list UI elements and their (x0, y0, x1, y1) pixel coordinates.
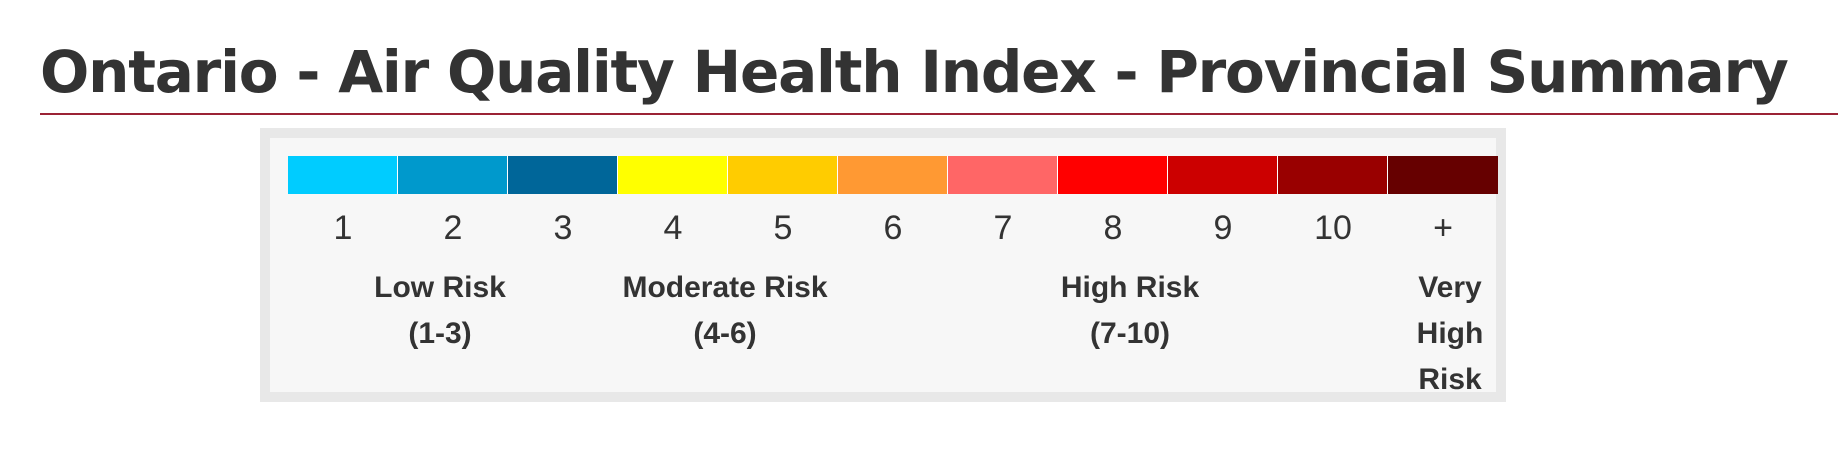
risk-label-high: High Risk (7-10) (1030, 265, 1230, 357)
scale-swatch (1058, 156, 1168, 194)
scale-swatch (1388, 156, 1498, 194)
scale-number: 9 (1213, 209, 1233, 247)
color-scale (288, 156, 1498, 194)
scale-swatch (1278, 156, 1388, 194)
risk-label-low: Low Risk (1-3) (350, 265, 530, 357)
scale-number: 7 (993, 209, 1013, 247)
risk-very-high-line3: Risk (1418, 363, 1482, 396)
scale-number: 1 (333, 209, 353, 247)
scale-number: 8 (1103, 209, 1123, 247)
risk-low-range: (1-3) (408, 317, 472, 350)
aqhi-legend: 1 2 3 4 5 6 7 8 9 10 + Low Risk (1-3) Moderate Ris… (260, 128, 1506, 402)
risk-high-range: (7-10) (1089, 317, 1171, 350)
risk-very-high-line2: High (1416, 317, 1484, 350)
risk-moderate-range: (4-6) (693, 317, 757, 350)
scale-swatch (1168, 156, 1278, 194)
risk-moderate-name: Moderate Risk (622, 271, 828, 304)
scale-swatch (618, 156, 728, 194)
risk-high-name: High Risk (1060, 271, 1200, 304)
scale-swatch (288, 156, 398, 194)
scale-swatch (838, 156, 948, 194)
scale-number: 4 (663, 209, 683, 247)
title-divider (40, 113, 1838, 115)
risk-label-very-high: Very High Risk (1400, 265, 1500, 403)
scale-swatch (398, 156, 508, 194)
scale-number: 3 (553, 209, 573, 247)
scale-number: 5 (773, 209, 793, 247)
risk-label-moderate: Moderate Risk (4-6) (600, 265, 850, 357)
scale-number: 6 (883, 209, 903, 247)
scale-number: 2 (443, 209, 463, 247)
scale-swatch (948, 156, 1058, 194)
scale-swatch (728, 156, 838, 194)
scale-number: + (1433, 209, 1453, 247)
page-title: Ontario - Air Quality Health Index - Pro… (40, 38, 1789, 106)
scale-number: 10 (1314, 209, 1352, 247)
risk-low-name: Low Risk (374, 271, 506, 304)
scale-swatch (508, 156, 618, 194)
risk-very-high-line1: Very (1418, 271, 1482, 304)
scale-numbers: 1 2 3 4 5 6 7 8 9 10 + (288, 208, 1498, 248)
